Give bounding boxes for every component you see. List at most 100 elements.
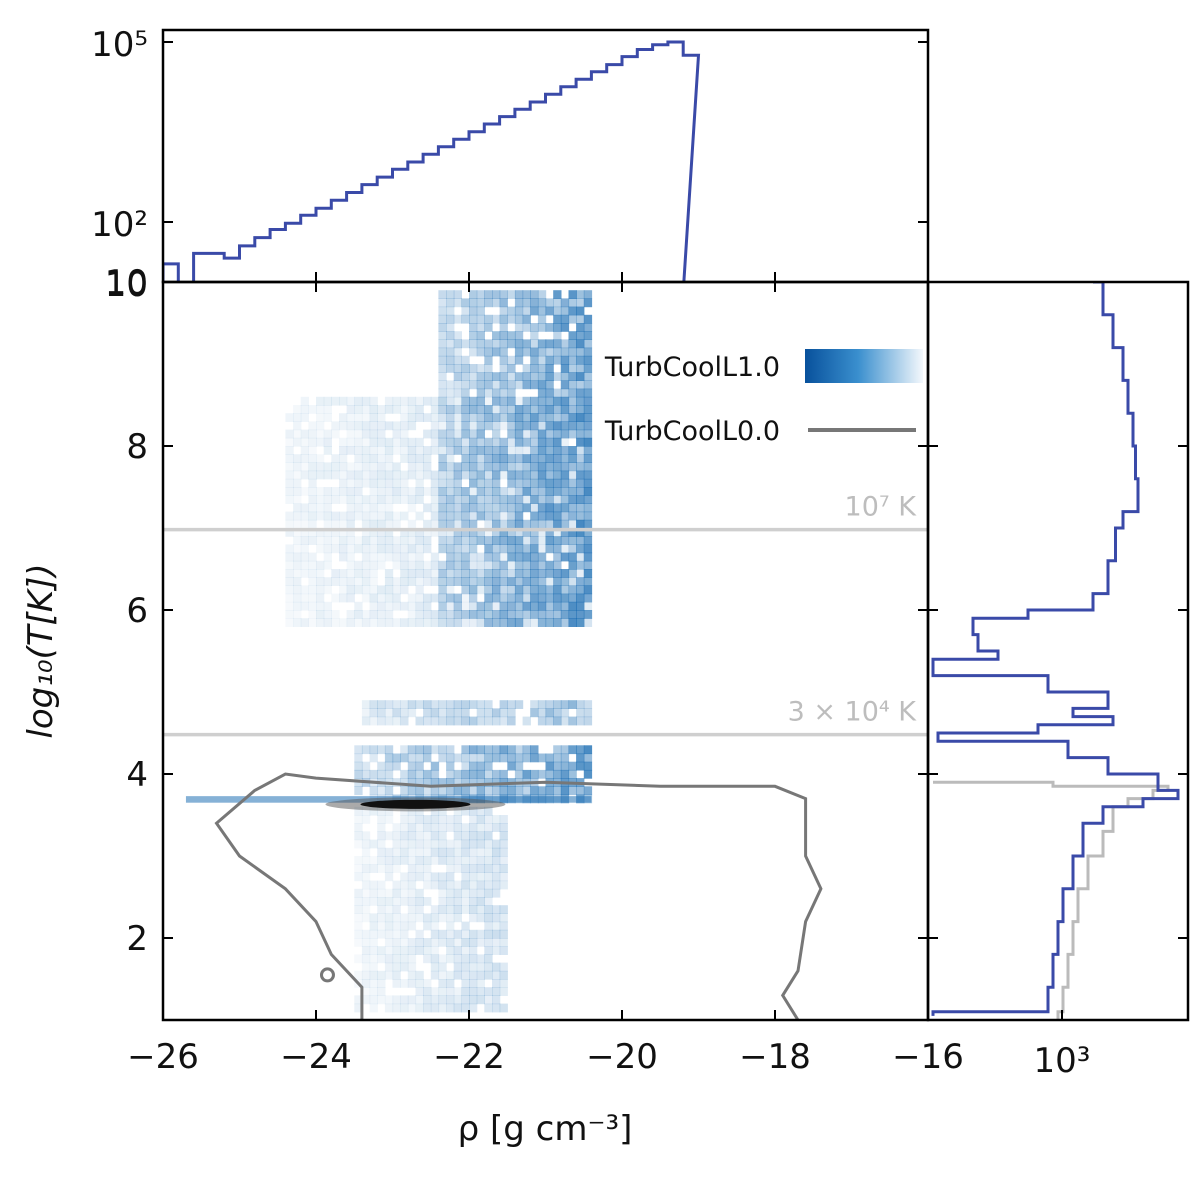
heatmap-cell — [499, 769, 508, 779]
heatmap-cell — [514, 306, 524, 316]
heatmap-cell — [553, 560, 562, 570]
heatmap-cell — [384, 769, 394, 779]
heatmap-cell — [537, 753, 547, 763]
heatmap-cell — [560, 306, 570, 316]
heatmap-cell — [384, 569, 394, 578]
heatmap-cell — [568, 585, 577, 595]
heatmap-cell — [560, 323, 570, 332]
heatmap-cell — [461, 421, 470, 431]
heatmap-cell — [423, 872, 432, 882]
heatmap-cell — [453, 962, 462, 972]
heatmap-cell — [484, 487, 493, 496]
heatmap-cell — [522, 421, 531, 431]
heatmap-cell — [560, 610, 570, 619]
heatmap-cell — [560, 786, 570, 796]
heatmap-cell — [446, 429, 455, 439]
heatmap-cell — [492, 618, 501, 627]
heatmap-cell — [369, 396, 378, 406]
heatmap-cell — [323, 470, 332, 480]
heatmap-cell — [553, 700, 562, 709]
heatmap-cell — [469, 421, 478, 431]
heatmap-cell — [476, 454, 485, 463]
heatmap-cell — [507, 421, 516, 431]
heatmap-cell — [499, 962, 508, 972]
heatmap-cell — [392, 577, 401, 586]
heatmap-cell — [446, 913, 455, 923]
heatmap-cell — [514, 503, 524, 513]
heatmap-cell — [354, 888, 363, 898]
heatmap-cell — [384, 519, 394, 529]
heatmap-cell — [354, 569, 363, 578]
heatmap-cell — [537, 487, 547, 496]
heatmap-cell — [453, 905, 462, 914]
heatmap-cell — [560, 462, 570, 472]
heatmap-cell — [438, 560, 447, 570]
heatmap-cell — [469, 831, 478, 841]
heatmap-cell — [514, 519, 524, 529]
heatmap-cell — [423, 396, 432, 406]
heatmap-cell — [576, 503, 585, 513]
heatmap-cell — [530, 511, 539, 521]
heatmap-cell — [560, 536, 570, 545]
heatmap-cell — [438, 1003, 447, 1013]
heatmap-cell — [361, 872, 371, 882]
heatmap-cell — [438, 495, 447, 504]
heatmap-cell — [446, 769, 455, 779]
heatmap-cell — [507, 528, 516, 537]
heatmap-cell — [560, 528, 570, 537]
heatmap-cell — [369, 1003, 378, 1013]
heatmap-cell — [392, 601, 401, 611]
heatmap-cell — [499, 470, 508, 480]
heatmap-cell — [476, 364, 485, 373]
heatmap-cell — [361, 511, 371, 521]
heatmap-cell — [469, 478, 478, 488]
heatmap-cell — [453, 708, 462, 718]
heatmap-cell — [339, 585, 348, 595]
heatmap-cell — [469, 552, 478, 562]
heatmap-cell — [492, 290, 501, 299]
heatmap-cell — [514, 487, 524, 496]
heatmap-cell — [514, 552, 524, 562]
heatmap-cell — [423, 544, 432, 554]
heatmap-cell — [300, 413, 309, 422]
heatmap-cell — [576, 585, 585, 595]
heatmap-cell — [576, 569, 585, 578]
heatmap-cell — [369, 487, 378, 496]
heatmap-cell — [423, 745, 432, 755]
heatmap-cell — [438, 339, 447, 349]
heatmap-cell — [553, 487, 562, 496]
heatmap-cell — [553, 544, 562, 554]
heatmap-cell — [568, 593, 577, 603]
heatmap-cell — [438, 929, 447, 939]
heatmap-cell — [476, 511, 485, 521]
heatmap-cell — [492, 815, 501, 824]
heatmap-cell — [583, 421, 593, 431]
heatmap-cell — [514, 339, 524, 349]
heatmap-cell — [300, 601, 309, 611]
heatmap-cell — [522, 552, 531, 562]
heatmap-cell — [507, 478, 516, 488]
heatmap-cell — [545, 429, 554, 439]
heatmap-cell — [537, 470, 547, 480]
heatmap-cell — [407, 462, 417, 472]
heatmap-cell — [576, 593, 585, 603]
heatmap-cell — [583, 536, 593, 545]
heatmap-cell — [484, 954, 493, 964]
heatmap-cell — [560, 511, 570, 521]
heatmap-cell — [384, 970, 394, 980]
heatmap-cell — [392, 905, 401, 914]
heatmap-cell — [308, 454, 317, 463]
heatmap-cell — [423, 577, 432, 586]
heatmap-cell — [446, 544, 455, 554]
heatmap-cell — [499, 786, 508, 796]
heatmap-cell — [484, 380, 493, 390]
heatmap-cell — [514, 577, 524, 586]
heatmap-cell — [469, 946, 478, 955]
heatmap-cell — [377, 761, 386, 771]
heatmap-cell — [377, 511, 386, 521]
heatmap-cell — [492, 823, 501, 832]
heatmap-cell — [285, 544, 294, 554]
heatmap-cell — [461, 552, 470, 562]
heatmap-cell — [461, 552, 470, 562]
